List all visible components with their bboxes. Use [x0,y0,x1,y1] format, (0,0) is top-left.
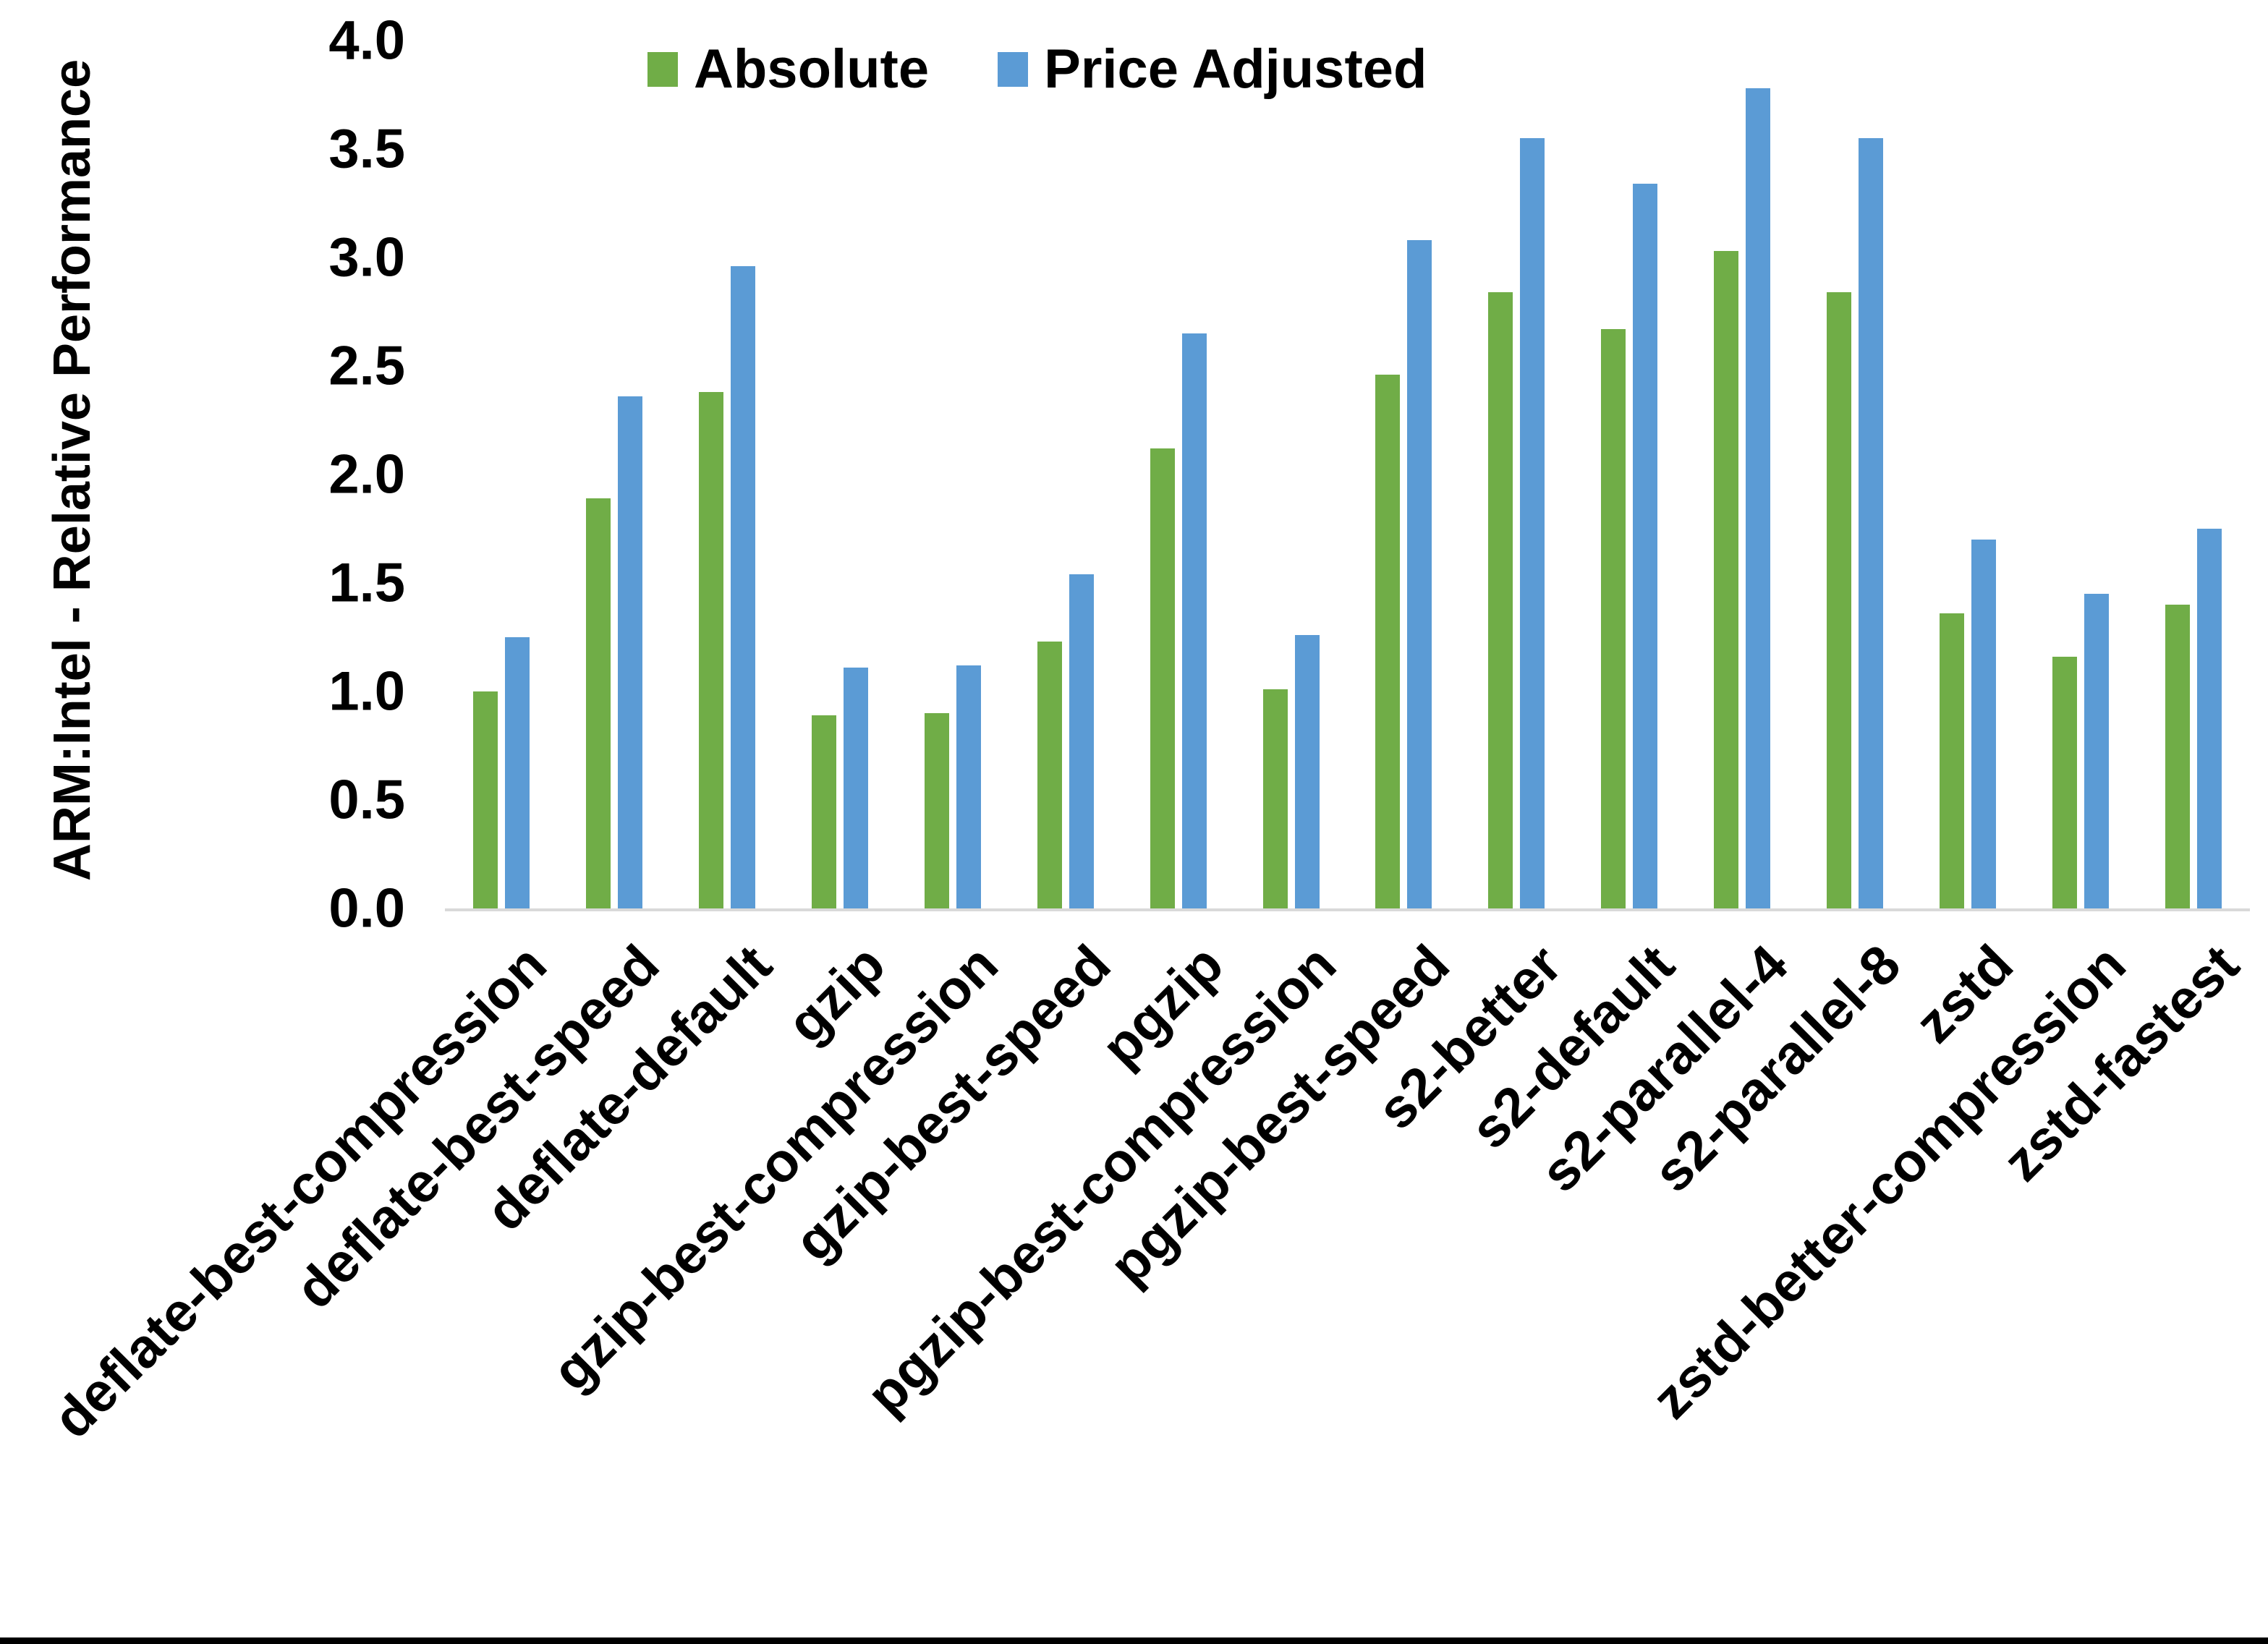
y-tick-label-3.0: 3.0 [328,226,405,289]
y-axis-title: ARM:Intel - Relative Performance [43,59,101,882]
legend: Absolute Price Adjusted [647,38,1427,101]
y-tick-label-1.5: 1.5 [328,552,405,614]
bar-price-adjusted-deflate-best-compression [504,637,530,908]
bar-absolute-zstd-better-compression [2052,657,2078,908]
bar-price-adjusted-zstd-fastest [2197,529,2222,908]
bar-absolute-deflate-best-speed [585,498,611,908]
legend-swatch-icon [998,51,1029,87]
y-tick-label-2.0: 2.0 [328,443,405,506]
legend-item-absolute: Absolute [647,38,929,101]
bar-price-adjusted-s2-better [1520,138,1545,908]
bar-price-adjusted-s2-parallel-8 [1859,138,1884,908]
bar-price-adjusted-gzip-best-speed [1069,574,1094,908]
bar-absolute-gzip [811,715,836,908]
bar-price-adjusted-deflate-best-speed [617,396,642,908]
legend-swatch-icon [647,51,678,87]
legend-label: Price Adjusted [1044,38,1427,100]
bar-absolute-gzip-best-compression [924,713,949,908]
bar-price-adjusted-pgzip-best-speed [1407,240,1432,908]
y-tick-label-2.5: 2.5 [328,335,405,397]
bar-absolute-zstd [1940,613,1965,908]
bar-price-adjusted-s2-default [1633,184,1658,908]
bar-absolute-deflate-default [698,392,723,908]
bar-absolute-deflate-best-compression [472,691,498,908]
bar-price-adjusted-s2-parallel-4 [1746,88,1771,908]
bar-absolute-gzip-best-speed [1037,642,1062,908]
bar-price-adjusted-gzip [843,668,868,908]
x-axis-line [445,908,2250,911]
y-tick-label-4.0: 4.0 [328,9,405,72]
bar-absolute-pgzip-best-compression [1262,689,1288,908]
bar-price-adjusted-zstd [1971,540,1997,908]
bar-price-adjusted-pgzip [1181,333,1207,908]
y-tick-label-3.5: 3.5 [328,118,405,180]
y-tick-label-0.0: 0.0 [328,877,405,940]
bar-absolute-s2-parallel-8 [1827,292,1852,908]
y-tick-label-1.0: 1.0 [328,660,405,723]
bar-absolute-pgzip-best-speed [1375,375,1401,908]
bar-absolute-zstd-fastest [2165,605,2191,908]
screenshot-bottom-border [0,1637,2268,1644]
y-tick-label-0.5: 0.5 [328,769,405,831]
bar-absolute-s2-default [1601,329,1626,908]
bar-price-adjusted-deflate-default [730,266,755,908]
bar-price-adjusted-zstd-better-compression [2084,594,2110,908]
bar-absolute-s2-parallel-4 [1714,251,1739,908]
bar-absolute-pgzip [1150,448,1175,908]
bar-price-adjusted-gzip-best-compression [956,665,981,908]
bar-absolute-s2-better [1488,292,1513,908]
legend-item-price-adjusted: Price Adjusted [998,38,1427,101]
bar-price-adjusted-pgzip-best-compression [1294,635,1320,908]
legend-label: Absolute [694,38,930,100]
